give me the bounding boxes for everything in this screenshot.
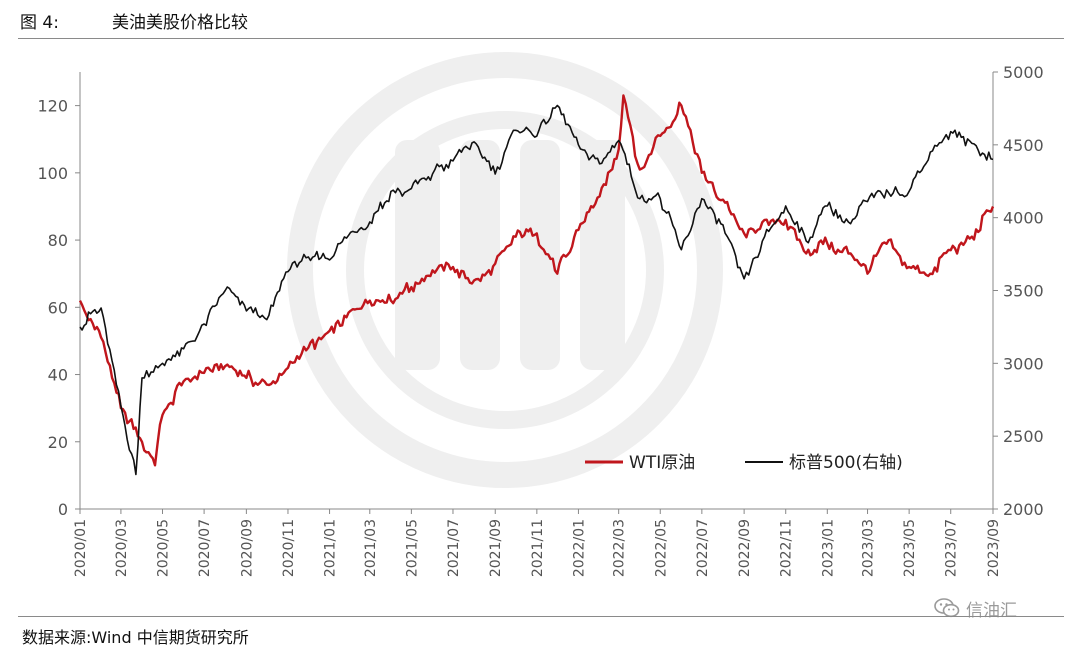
x-tick-label: 2023/05: [902, 519, 918, 577]
figure-title: 美油美股价格比较: [112, 13, 248, 33]
legend: WTI原油 标普500(右轴): [585, 453, 903, 473]
watermark-logo: [287, 52, 723, 488]
x-tick-label: 2020/01: [73, 519, 89, 577]
x-tick-label: 2023/09: [986, 519, 1002, 577]
wti-series-line: [78, 94, 995, 467]
x-tick-label: 2020/09: [239, 519, 255, 577]
x-tick-label: 2022/07: [695, 519, 711, 577]
left-tick-label: 120: [37, 97, 68, 116]
x-tick-label: 2022/03: [612, 519, 628, 577]
x-tick-label: 2020/11: [281, 519, 297, 577]
chart: 0 20 40 60 80 100 120 2000 2500 3000 3500 4000 4500 5…: [37, 52, 1044, 577]
right-tick-label: 4000: [1003, 209, 1044, 228]
x-tick-label: 2022/09: [737, 519, 753, 577]
left-tick-label: 20: [48, 433, 68, 452]
x-tick-label: 2021/11: [530, 519, 546, 577]
source-note: 数据来源:Wind 中信期货研究所: [22, 628, 249, 647]
wechat-account-name: 信油汇: [966, 600, 1017, 621]
x-tick-label: 2021/09: [488, 519, 504, 577]
x-tick-label: 2023/07: [944, 519, 960, 577]
right-tick-label: 3000: [1003, 354, 1044, 373]
wechat-icon: [934, 598, 960, 618]
x-tick-label: 2020/03: [114, 519, 130, 577]
left-tick-label: 0: [58, 500, 68, 519]
right-tick-label: 3500: [1003, 282, 1044, 301]
figure-label: 图 4:: [20, 13, 59, 33]
right-tick-label: 2500: [1003, 427, 1044, 446]
figure-header: 图 4: 美油美股价格比较: [20, 6, 1060, 34]
legend-label-sp500: 标普500(右轴): [789, 453, 903, 473]
x-tick-label: 2023/03: [861, 519, 877, 577]
wechat-watermark: 信油汇: [934, 597, 1017, 621]
legend-label-wti: WTI原油: [629, 453, 695, 473]
x-tick-label: 2022/05: [653, 519, 669, 577]
header-rule: [18, 38, 1064, 39]
x-tick-label: 2022/11: [779, 519, 795, 577]
x-tick-label: 2023/01: [820, 519, 836, 577]
x-tick-label: 2021/05: [404, 519, 420, 577]
left-tick-label: 40: [48, 366, 68, 385]
axes: 0 20 40 60 80 100 120 2000 2500 3000 3500 4000 4500 5…: [37, 63, 1043, 577]
series-layer: [78, 94, 995, 476]
footer-rule: [18, 616, 1064, 617]
left-tick-label: 60: [48, 298, 68, 317]
right-tick-label: 5000: [1003, 63, 1044, 82]
x-tick-label: 2021/07: [446, 519, 462, 577]
left-tick-label: 100: [37, 164, 68, 183]
x-tick-label: 2022/01: [571, 519, 587, 577]
right-tick-label: 2000: [1003, 500, 1044, 519]
right-tick-label: 4500: [1003, 136, 1044, 155]
x-tick-label: 2020/07: [197, 519, 213, 577]
left-tick-label: 80: [48, 231, 68, 250]
sp500-series-line: [79, 104, 994, 476]
x-tick-label: 2021/01: [323, 519, 339, 577]
x-tick-label: 2021/03: [363, 519, 379, 577]
x-tick-label: 2020/05: [156, 519, 172, 577]
